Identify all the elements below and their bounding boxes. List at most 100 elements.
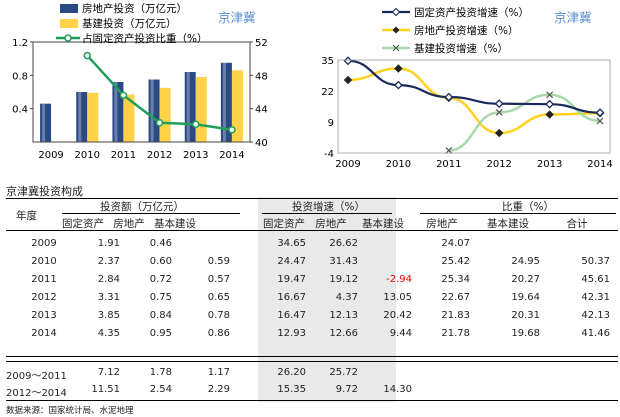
left-y-tick: 0.4 xyxy=(12,105,28,116)
year-cell: 2012～2014 xyxy=(6,388,67,399)
x-tick-label: 2014 xyxy=(219,150,244,161)
column-header: 合计 xyxy=(566,218,588,230)
table-cell: -2.94 xyxy=(386,274,412,285)
table-cell: 26.62 xyxy=(329,238,358,249)
y-tick: 9 xyxy=(328,118,334,129)
legend-fixed: 固定资产投资增速（%） xyxy=(414,6,529,19)
infrastructure-bar xyxy=(87,92,99,142)
table-cell: 7.12 xyxy=(97,367,120,378)
legend-marker-real-estate xyxy=(392,26,400,34)
year-cell: 2009 xyxy=(31,238,57,249)
table-cell: 16.67 xyxy=(277,292,306,303)
table-cell: 1.78 xyxy=(149,367,172,378)
real-estate-bar xyxy=(148,79,160,142)
table-cell: 0.57 xyxy=(207,274,230,285)
share-point xyxy=(119,91,128,99)
legend-real-estate: 房地产投资增速（%） xyxy=(414,24,518,37)
legend-share: 占固定资产投资比重（%） xyxy=(82,32,207,45)
bar-highlight xyxy=(78,92,82,142)
right-y-tick: 44 xyxy=(255,105,268,116)
table-cell: 3.31 xyxy=(97,292,120,303)
column-header: 固定资产 xyxy=(263,218,305,230)
column-header: 基本建设 xyxy=(154,218,196,230)
legend-marker-infrastructure xyxy=(392,44,400,52)
right-plot-frame xyxy=(337,59,611,154)
table-cell: 50.37 xyxy=(581,256,610,267)
group-header-growth: 投资增速（%） xyxy=(292,201,365,213)
table-cell: 0.72 xyxy=(149,274,172,285)
growth-point xyxy=(545,110,554,119)
table-cell: 41.46 xyxy=(581,328,610,339)
real-estate-bar xyxy=(184,72,196,142)
infrastructure-bar xyxy=(159,87,171,142)
table-cell: 25.72 xyxy=(329,367,358,378)
share-point xyxy=(155,119,164,127)
table-cell: 24.47 xyxy=(277,256,306,267)
y-tick: -4 xyxy=(324,149,334,160)
table-cell: 19.12 xyxy=(329,274,358,285)
table-cell: 20.42 xyxy=(383,310,412,321)
table-cell: 19.64 xyxy=(511,292,540,303)
table-cell: 0.84 xyxy=(149,310,172,321)
right-y-tick: 48 xyxy=(255,71,268,82)
left-chart: 0.4 0.8 1.2 40 44 48 52 2009 2010 2011 2012 2013 201… xyxy=(12,2,268,161)
legend-infrastructure: 基建投资增速（%） xyxy=(414,42,508,55)
table-cell: 25.34 xyxy=(441,274,470,285)
table-cell: 2.37 xyxy=(97,256,120,267)
x-tick-label: 2013 xyxy=(537,159,562,170)
share-point xyxy=(192,120,200,128)
x-tick-label: 2010 xyxy=(75,150,100,161)
growth-point xyxy=(394,64,403,73)
column-header: 房地产 xyxy=(113,218,145,230)
rule-bottom xyxy=(6,400,618,401)
table-cell: 14.30 xyxy=(383,384,412,395)
investment-table: 年度 投资额（万亿元） 投资增速（%） 比重（%） 固定资产 房地产 基本建设 固定资产 房地产… xyxy=(0,197,620,402)
table-cell: 0.65 xyxy=(207,292,230,303)
growth-point xyxy=(546,91,554,99)
table-cell: 12.93 xyxy=(277,328,306,339)
column-header: 房地产 xyxy=(315,218,347,230)
group-header-share: 比重（%） xyxy=(502,201,554,213)
table-cell: 0.60 xyxy=(149,256,172,267)
growth-column-shade xyxy=(258,197,396,402)
x-tick-label: 2009 xyxy=(335,159,360,170)
x-tick-label: 2014 xyxy=(587,159,612,170)
real-estate-bar xyxy=(112,82,124,142)
right-chart: -4 9 22 35 2009 2010 2011 2012 2013 2014 固定资产投资增速… xyxy=(321,6,612,170)
x-tick-label: 2011 xyxy=(436,159,461,170)
growth-point xyxy=(494,128,504,138)
x-tick-label: 2009 xyxy=(38,150,63,161)
real-estate-bar xyxy=(76,92,88,142)
column-header: 房地产 xyxy=(426,218,458,230)
table-cell: 4.37 xyxy=(335,292,358,303)
year-cell: 2013 xyxy=(31,310,57,321)
column-header: 基本建设 xyxy=(362,218,404,230)
rule-group xyxy=(420,213,616,214)
table-cell: 19.47 xyxy=(277,274,306,285)
source-note: 数据来源：国家统计局、水泥地理 xyxy=(6,406,134,416)
table-cell: 12.66 xyxy=(329,328,358,339)
table-cell: 21.83 xyxy=(441,310,470,321)
table-cell: 42.31 xyxy=(581,292,610,303)
table-cell: 45.61 xyxy=(581,274,610,285)
table-cell: 2.84 xyxy=(97,274,120,285)
infrastructure-bar xyxy=(195,77,207,142)
infrastructure-bar xyxy=(123,94,135,142)
table-cell: 9.44 xyxy=(389,328,412,339)
table-cell: 22.67 xyxy=(441,292,470,303)
growth-point xyxy=(343,75,353,85)
table-cell: 13.05 xyxy=(383,292,412,303)
growth-point xyxy=(445,147,453,154)
table-cell: 26.20 xyxy=(277,367,306,378)
growth-point xyxy=(495,108,503,116)
right-y-tick: 52 xyxy=(255,38,268,49)
bar-highlight xyxy=(150,79,154,142)
legend-swatch-infrastructure xyxy=(60,19,78,28)
table-cell: 11.51 xyxy=(91,384,120,395)
share-point xyxy=(83,51,91,60)
growth-point xyxy=(343,56,353,66)
table-cell: 0.59 xyxy=(207,256,230,267)
real-estate-bar xyxy=(40,103,52,142)
table-cell: 21.78 xyxy=(441,328,470,339)
x-tick-label: 2013 xyxy=(183,150,208,161)
